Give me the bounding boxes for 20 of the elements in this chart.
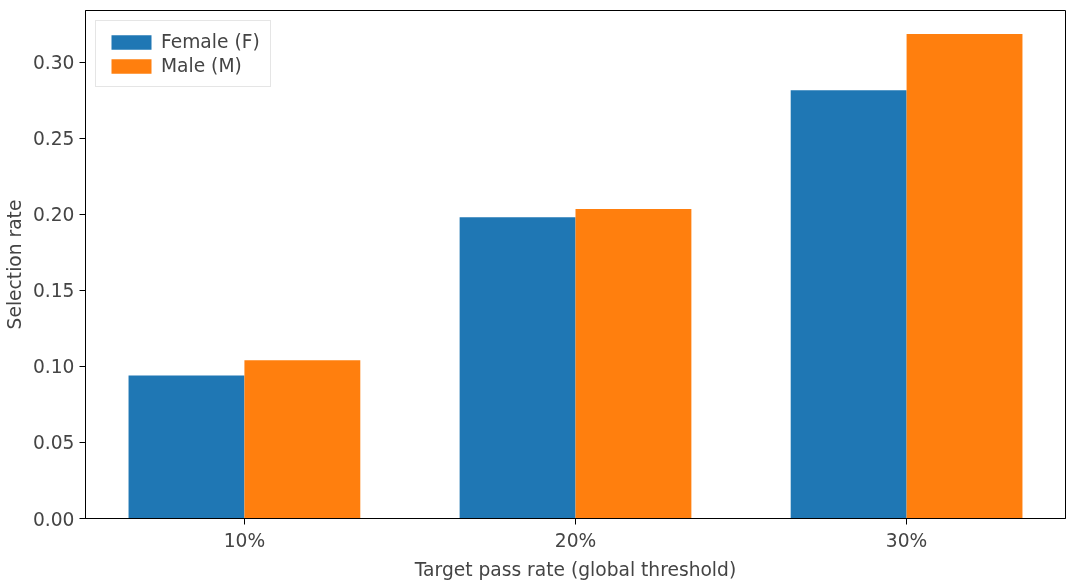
- legend-label: Female (F): [161, 31, 260, 52]
- bar: [790, 90, 907, 519]
- bar: [459, 217, 576, 519]
- y-tick-label: 0.00: [32, 508, 75, 530]
- y-tick-label: 0.10: [32, 356, 75, 378]
- y-tick-label: 0.30: [32, 52, 75, 74]
- x-tick-label: 20%: [554, 529, 597, 551]
- bar: [575, 208, 692, 519]
- y-tick-label: 0.15: [32, 280, 75, 302]
- y-tick-label: 0.05: [32, 432, 75, 454]
- x-tick-label: 30%: [885, 529, 928, 551]
- y-tick-label: 0.25: [32, 128, 75, 150]
- bar: [244, 360, 361, 519]
- y-axis-title: Selection rate: [3, 199, 25, 330]
- y-tick-label: 0.20: [32, 204, 75, 226]
- x-tick-label: 10%: [223, 529, 266, 551]
- bar: [906, 34, 1023, 519]
- x-axis-title: Target pass rate (global threshold): [413, 558, 737, 580]
- legend-label: Male (M): [161, 55, 242, 76]
- bar: [128, 375, 245, 519]
